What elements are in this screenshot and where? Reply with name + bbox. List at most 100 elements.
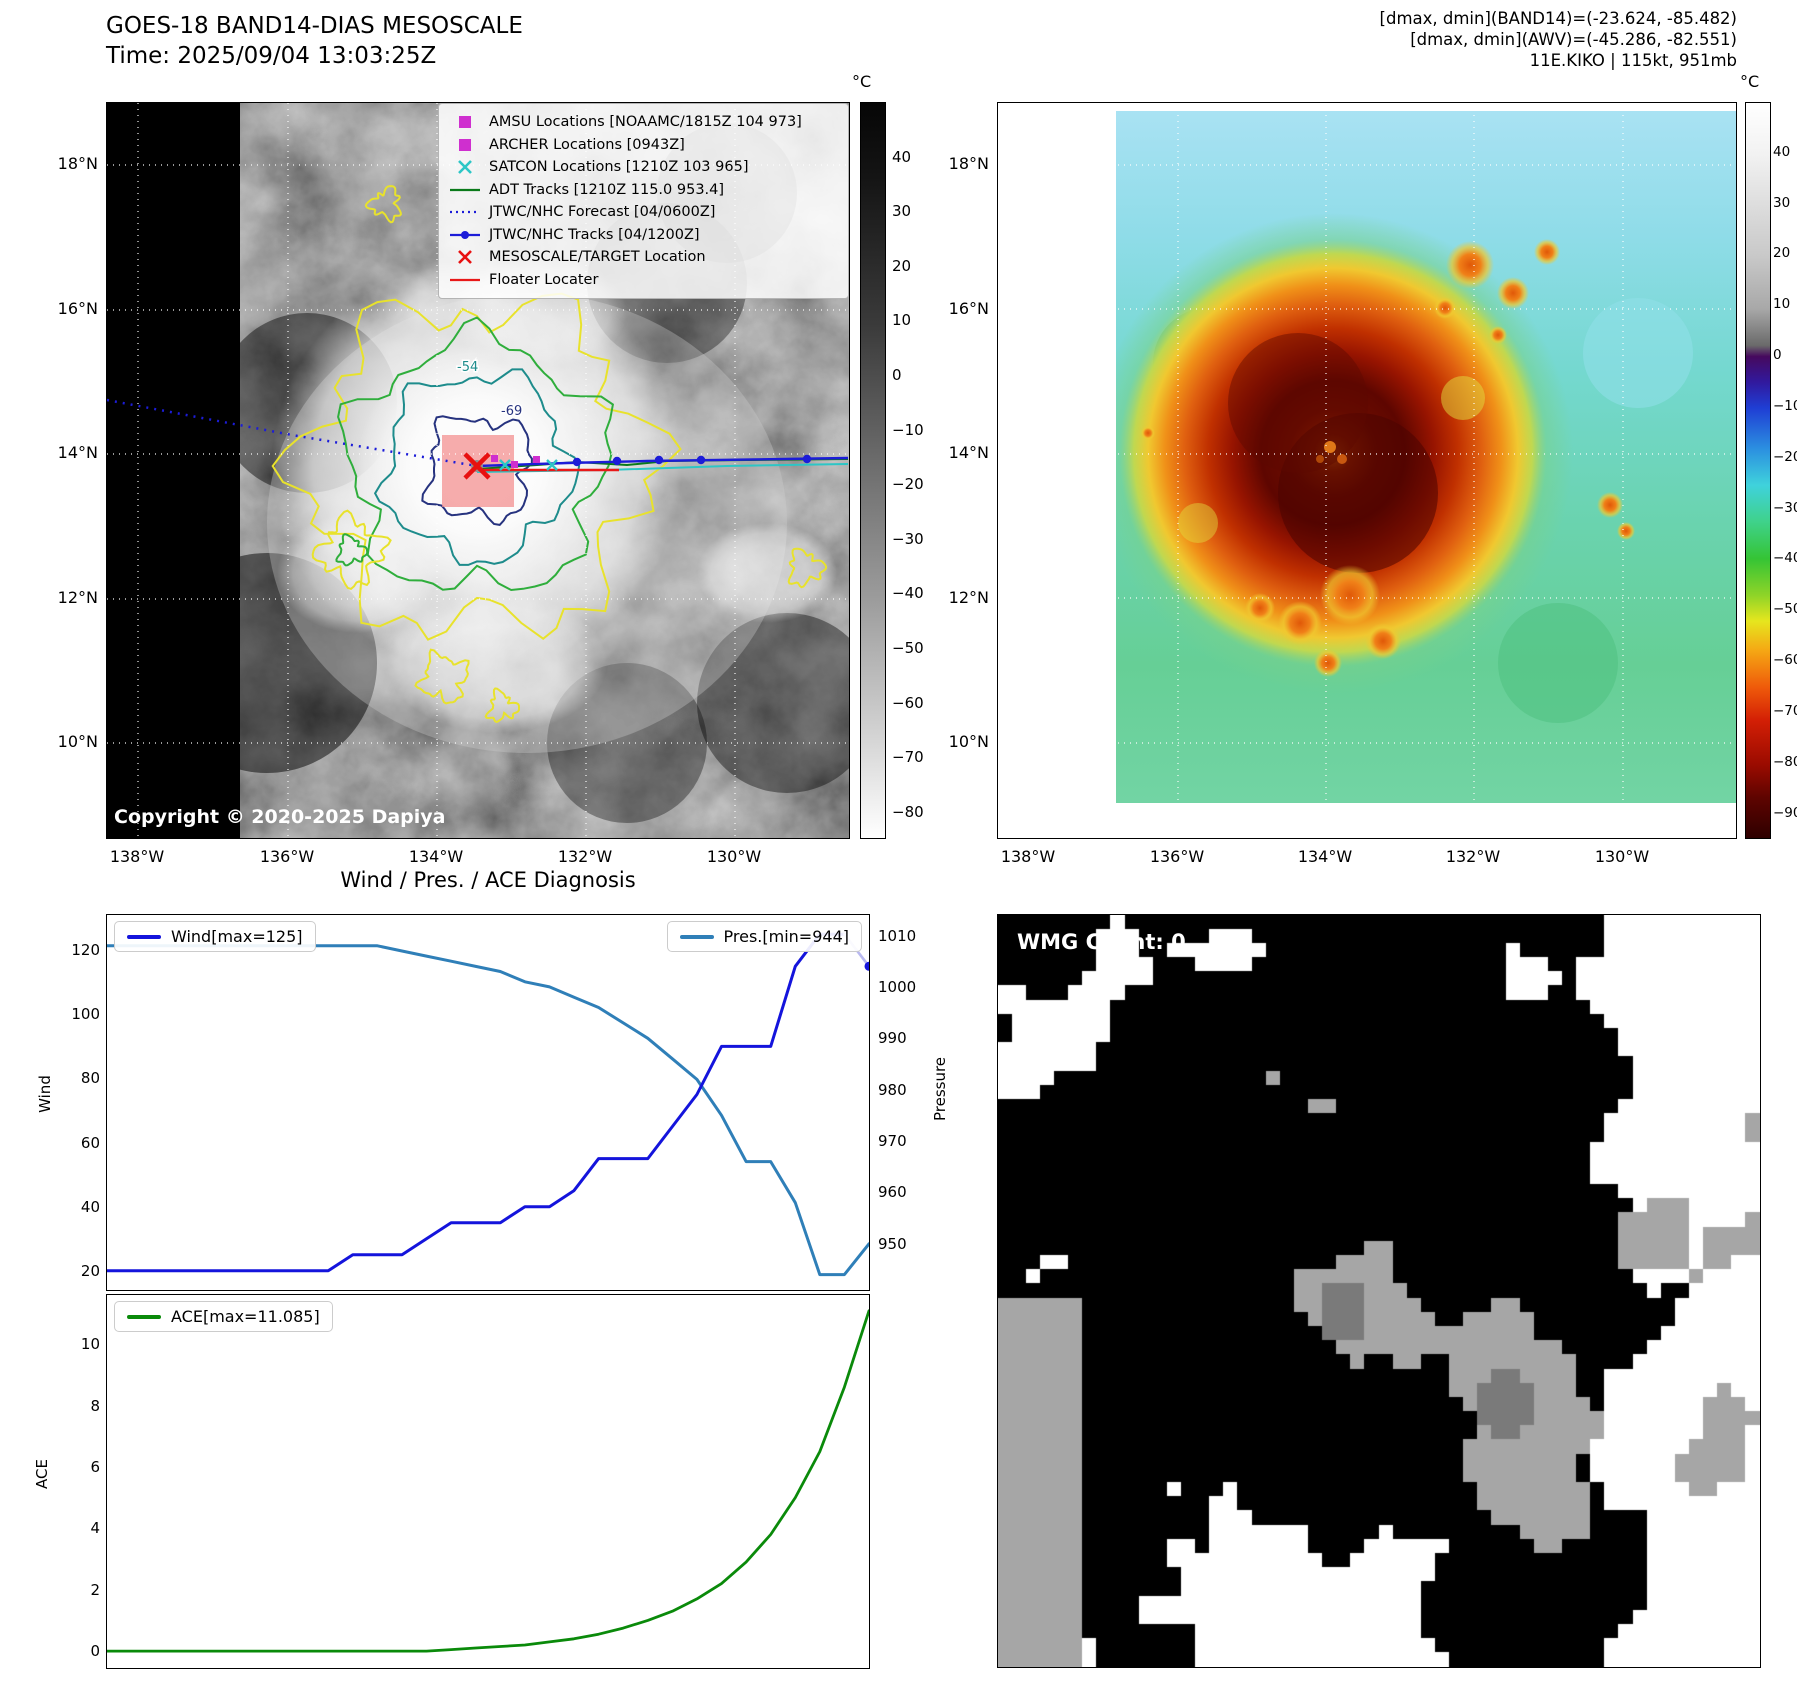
- contour-line: [337, 316, 615, 592]
- ace-line-swatch: [127, 1314, 161, 1319]
- legend-item: SATCON Locations [1210Z 103 965]: [448, 156, 839, 179]
- band14-colorbar-tick: −60: [892, 693, 924, 712]
- enhanced-colorbar-tick: −90: [1773, 804, 1797, 821]
- amsu-archer-markers: [491, 455, 540, 468]
- legend-item-label: AMSU Locations [NOAAMC/1815Z 104 973]: [489, 114, 802, 131]
- legend-x-icon: [458, 160, 472, 175]
- band14-colorbar-tick: 10: [892, 311, 912, 330]
- enhanced-colorbar-tick: −80: [1773, 753, 1797, 770]
- contour-line: [373, 368, 581, 566]
- enhanced-colorbar-tick: 20: [1773, 245, 1791, 262]
- band14-title: GOES-18 BAND14-DIAS MESOSCALE: [106, 13, 523, 39]
- enhanced-y-tick-label: 14°N: [948, 443, 989, 462]
- legend-item-label: MESOSCALE/TARGET Location: [489, 249, 706, 266]
- pressure-ytick-label: 960: [878, 1183, 907, 1202]
- enhanced-colorbar-tick: −10: [1773, 397, 1797, 414]
- wind-ytick-label: 40: [80, 1197, 100, 1216]
- chart-series-line: [105, 1309, 871, 1653]
- enhanced-colorbar-tick: −60: [1773, 652, 1797, 669]
- ace-plot-area: [105, 1309, 871, 1653]
- pressure-legend: Pres.[min=944]: [666, 921, 862, 952]
- legend-line-icon: [450, 278, 480, 281]
- contour-line: [335, 533, 369, 567]
- enhanced-colorbar-tick: −70: [1773, 702, 1797, 719]
- band14-y-tick-label: 10°N: [57, 732, 98, 751]
- wind-legend: Wind[max=125]: [114, 921, 316, 952]
- legend-square-icon: [459, 116, 471, 129]
- band14-colorbar-tick: −30: [892, 529, 924, 548]
- wind-legend-label: Wind[max=125]: [171, 927, 303, 946]
- ace-chart: [105, 1294, 871, 1669]
- enhanced-colorbar-tick: 40: [1773, 143, 1791, 160]
- legend-item: AMSU Locations [NOAAMC/1815Z 104 973]: [448, 111, 839, 134]
- enhanced-map-panel: [997, 102, 1737, 839]
- enhanced-colorbar-tick: 10: [1773, 296, 1791, 313]
- mesoscale-target-x-icon: [463, 452, 491, 480]
- wind-ytick-label: 80: [80, 1069, 100, 1088]
- pressure-ytick-label: 1000: [878, 977, 917, 996]
- legend-item: JTWC/NHC Tracks [04/1200Z]: [448, 224, 839, 247]
- wind-ytick-label: 60: [80, 1133, 100, 1152]
- legend-x-icon: [458, 250, 472, 265]
- ace-ytick-label: 6: [90, 1457, 100, 1476]
- wmg-panel: [997, 914, 1761, 1668]
- pressure-line-swatch: [679, 934, 714, 939]
- legend-item: ADT Tracks [1210Z 115.0 953.4]: [448, 179, 839, 202]
- enhanced-colorbar-tick: −30: [1773, 499, 1797, 516]
- pressure-ytick-label: 990: [878, 1029, 907, 1048]
- ace-ytick-label: 4: [90, 1519, 100, 1538]
- enhanced-colorbar-tick: 0: [1773, 347, 1782, 364]
- contour-line: [311, 509, 392, 591]
- legend-line-dot-icon: [450, 230, 480, 239]
- band14-y-tick-label: 12°N: [57, 588, 98, 607]
- ace-legend-label: ACE[max=11.085]: [171, 1307, 320, 1326]
- band14-y-tick-label: 16°N: [57, 299, 98, 318]
- band14-colorbar-tick: −70: [892, 748, 924, 767]
- band14-time: Time: 2025/09/04 13:03:25Z: [106, 43, 437, 69]
- legend-item-label: JTWC/NHC Forecast [04/0600Z]: [489, 204, 716, 221]
- band14-colorbar-tick: 30: [892, 202, 912, 221]
- band14-colorbar: [860, 102, 886, 839]
- contour-line: [271, 292, 682, 641]
- enhanced-y-tick-label: 10°N: [948, 732, 989, 751]
- band14-y-tick-label: 14°N: [57, 443, 98, 462]
- jtwc-track-points: [572, 454, 812, 467]
- temperature-contours: [271, 185, 828, 723]
- band14-colorbar-tick: −10: [892, 420, 924, 439]
- band14-colorbar-tick: −40: [892, 584, 924, 603]
- contour-label: -54: [457, 360, 478, 375]
- legend-dotted-line-icon: [450, 211, 480, 214]
- wmg-count-label: WMG Count: 0: [1017, 930, 1186, 954]
- pressure-legend-label: Pres.[min=944]: [723, 927, 849, 946]
- contour-line: [364, 185, 402, 224]
- enhanced-colorbar-tick: −20: [1773, 448, 1797, 465]
- enhanced-x-tick-label: 132°W: [1445, 847, 1501, 866]
- enhanced-x-tick-label: 138°W: [1000, 847, 1056, 866]
- enhanced-header: [dmax, dmin](BAND14)=(-23.624, -85.482) …: [1150, 8, 1737, 71]
- ace-ytick-label: 10: [80, 1335, 100, 1354]
- band14-x-tick-label: 130°W: [706, 847, 762, 866]
- enhanced-colorbar-tick: −50: [1773, 601, 1797, 618]
- wind-ytick-label: 20: [80, 1261, 100, 1280]
- contour-line: [421, 415, 533, 526]
- band14-x-tick-label: 132°W: [557, 847, 613, 866]
- ace-ytick-label: 0: [90, 1642, 100, 1661]
- wmg-pixel-map: [998, 915, 1760, 1667]
- wind-line-swatch: [127, 934, 161, 939]
- enhanced-colorbar-tick: −40: [1773, 550, 1797, 567]
- contour-line: [484, 687, 520, 723]
- band14-x-tick-label: 134°W: [408, 847, 464, 866]
- enhanced-y-tick-label: 18°N: [948, 154, 989, 173]
- copyright-text: Copyright © 2020-2025 Dapiya: [114, 806, 446, 828]
- ace-legend: ACE[max=11.085]: [114, 1301, 333, 1332]
- enhanced-colorbar-tick: 30: [1773, 194, 1791, 211]
- ace-ytick-label: 8: [90, 1396, 100, 1415]
- band14-colorbar-tick: 20: [892, 256, 912, 275]
- band14-colorbar-tick: 0: [892, 365, 902, 384]
- storm-id-intensity: 11E.KIKO | 115kt, 951mb: [1529, 51, 1737, 70]
- contour-label: -69: [501, 404, 522, 419]
- enhanced-y-tick-label: 12°N: [948, 588, 989, 607]
- jtwc-track: [476, 456, 849, 468]
- wind-ytick-label: 120: [71, 941, 100, 960]
- enhanced-y-tick-label: 16°N: [948, 299, 989, 318]
